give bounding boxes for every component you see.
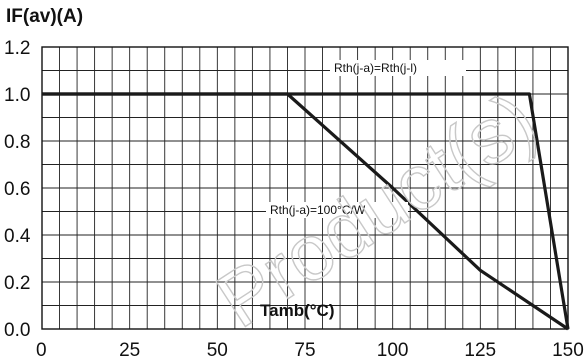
x-tick-label: 25 <box>119 340 140 361</box>
series-line-2 <box>42 92 569 331</box>
y-tick-label: 1.2 <box>4 38 30 59</box>
y-tick-label: 0.2 <box>4 273 30 294</box>
y-tick-label: 0.4 <box>4 226 31 247</box>
series-label: Rth(j-a)=100°C/W <box>270 203 366 217</box>
x-tick-label: 0 <box>36 340 47 361</box>
series-label-bg <box>330 60 466 76</box>
y-tick-label: 0.6 <box>4 179 30 200</box>
x-tick-label: 75 <box>294 340 315 361</box>
watermark-text: Product(s) <box>201 75 551 345</box>
series-label-bg <box>266 202 408 218</box>
y-tick-label: 0.8 <box>4 132 30 153</box>
series-annotations: Rth(j-a)=Rth(j-l) Rth(j-a)=100°C/W <box>266 60 466 218</box>
series-lines <box>42 92 570 331</box>
x-tick-label: 125 <box>464 340 496 361</box>
y-tick-label: 1.0 <box>4 85 30 106</box>
axes: 0.0 0.2 0.4 0.6 0.8 1.0 1.2 0 25 50 75 100 125 150 <box>4 38 584 361</box>
x-tick-label: 100 <box>377 340 409 361</box>
y-tick-label: 0.0 <box>4 320 30 341</box>
plot-frame <box>41 46 569 330</box>
series-label: Rth(j-a)=Rth(j-l) <box>334 61 417 75</box>
x-tick-label: 150 <box>552 340 584 361</box>
x-axis-title: Tamb(°C) <box>260 301 334 320</box>
x-tick-label: 50 <box>207 340 228 361</box>
y-axis-title: IF(av)(A) <box>6 6 83 27</box>
